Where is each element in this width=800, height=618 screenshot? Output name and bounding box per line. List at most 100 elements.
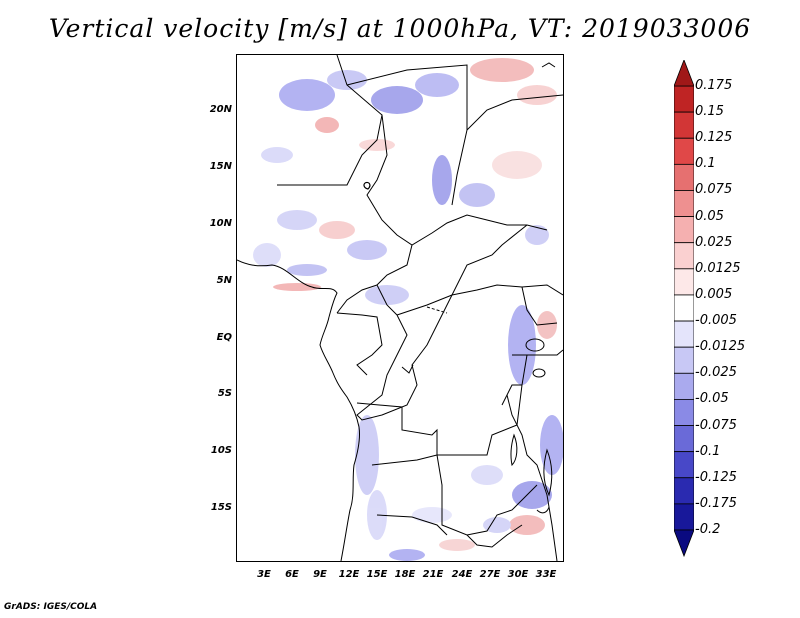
border <box>506 394 558 561</box>
lake <box>536 506 550 514</box>
lon-label-24e: 24E <box>451 569 473 580</box>
colorbar-segment <box>674 85 694 113</box>
downward-motion-blob <box>492 151 542 179</box>
colorbar-segment <box>674 477 694 505</box>
border <box>512 349 563 356</box>
border <box>376 244 413 316</box>
colorbar-label: 0.025 <box>695 234 733 250</box>
congo-river <box>426 306 448 314</box>
border <box>366 114 548 246</box>
lake-victoria <box>525 338 545 352</box>
velocity-shading <box>253 58 563 561</box>
colorbar-label: -0.005 <box>695 313 737 329</box>
lon-label-33e: 33E <box>535 569 557 580</box>
upward-motion-blob <box>327 70 367 90</box>
colorbar-label: -0.175 <box>695 495 737 511</box>
colorbar-label: 0.175 <box>695 78 733 93</box>
colorbar <box>674 60 694 558</box>
lat-label-5s: 5S <box>217 388 232 399</box>
downward-motion-blob <box>537 311 557 339</box>
colorbar-segment <box>674 294 694 322</box>
upward-motion-blob <box>525 225 549 245</box>
border <box>501 384 522 406</box>
colorbar-segment <box>674 346 694 374</box>
downward-motion-blob <box>517 85 557 105</box>
grads-credit: GrADS: IGES/COLA <box>4 602 98 612</box>
colorbar-label: -0.0125 <box>695 339 746 355</box>
colorbar-segment <box>674 425 694 453</box>
colorbar-segment <box>674 242 694 270</box>
upward-motion-blob <box>253 243 281 267</box>
upward-motion-blob <box>389 549 425 561</box>
colorbar-label: 0.125 <box>695 130 733 146</box>
upward-motion-blob <box>371 86 423 114</box>
colorbar-label: 0.15 <box>695 104 724 120</box>
colorbar-segment <box>674 451 694 479</box>
upward-motion-blob <box>287 264 327 276</box>
colorbar-segment <box>674 372 694 400</box>
upward-motion-blob <box>365 285 409 305</box>
downward-motion-blob <box>273 283 321 291</box>
lon-label-6e: 6E <box>285 569 299 580</box>
lon-label-21e: 21E <box>422 569 444 580</box>
coastline-detail <box>541 62 556 68</box>
lon-label-30e: 30E <box>507 569 529 580</box>
colorbar-segment <box>674 503 694 531</box>
border <box>466 524 523 548</box>
border <box>356 294 453 421</box>
lake-chad <box>363 181 371 190</box>
lat-label-20n: 20N <box>209 104 232 115</box>
colorbar-segment <box>674 268 694 296</box>
colorbar-segment <box>674 320 694 348</box>
upward-motion-blob <box>279 79 335 111</box>
lon-label-18e: 18E <box>394 569 416 580</box>
downward-motion-blob <box>319 221 355 239</box>
lake <box>532 368 546 378</box>
downward-motion-blob <box>439 539 475 551</box>
border <box>436 454 538 536</box>
colorbar-label: -0.025 <box>695 365 737 381</box>
lat-label-15s: 15S <box>210 502 232 513</box>
west-africa-coastline <box>237 259 338 318</box>
lake-malawi <box>543 448 553 497</box>
upward-motion-blob <box>508 305 536 385</box>
upward-motion-blob <box>471 465 503 485</box>
colorbar-label: -0.05 <box>695 391 729 407</box>
colorbar-label: 0.05 <box>695 208 724 224</box>
upward-motion-blob <box>277 210 317 230</box>
border <box>346 64 468 130</box>
colorbar-label: 0.0125 <box>695 260 741 276</box>
downward-motion-blob <box>315 117 339 133</box>
lon-label-3e: 3E <box>257 569 271 580</box>
colorbar-label: 0.1 <box>695 156 716 172</box>
lon-label-15e: 15E <box>366 569 388 580</box>
upward-motion-blob <box>355 415 379 495</box>
border <box>356 354 528 456</box>
colorbar-bottom-arrow <box>674 529 694 558</box>
coastlines-and-borders <box>237 55 563 561</box>
lat-label-15n: 15N <box>209 161 232 172</box>
downward-motion-blob <box>359 139 395 151</box>
upward-motion-blob <box>459 183 495 207</box>
colorbar-label: -0.2 <box>695 522 721 537</box>
river-detail <box>401 364 414 374</box>
colorbar-label: -0.125 <box>695 469 737 485</box>
map-title: Vertical velocity [m/s] at 1000hPa, VT: … <box>48 14 752 43</box>
upward-motion-blob <box>347 240 387 260</box>
lat-label-10s: 10S <box>210 445 232 456</box>
downward-motion-blob <box>509 515 545 535</box>
upward-motion-blob <box>432 155 452 205</box>
colorbar-segment <box>674 163 694 191</box>
lat-label-eq: EQ <box>216 332 232 343</box>
upward-motion-blob <box>483 517 511 533</box>
colorbar-segment <box>674 111 694 139</box>
border <box>336 284 378 314</box>
southwest-coastline <box>319 316 360 561</box>
colorbar-top-arrow <box>674 60 694 87</box>
lat-label-5n: 5N <box>216 275 232 286</box>
border <box>336 312 383 376</box>
colorbar-segment <box>674 190 694 217</box>
upward-motion-blob <box>512 481 552 509</box>
lon-label-27e: 27E <box>479 569 501 580</box>
upward-motion-blob <box>540 415 563 475</box>
